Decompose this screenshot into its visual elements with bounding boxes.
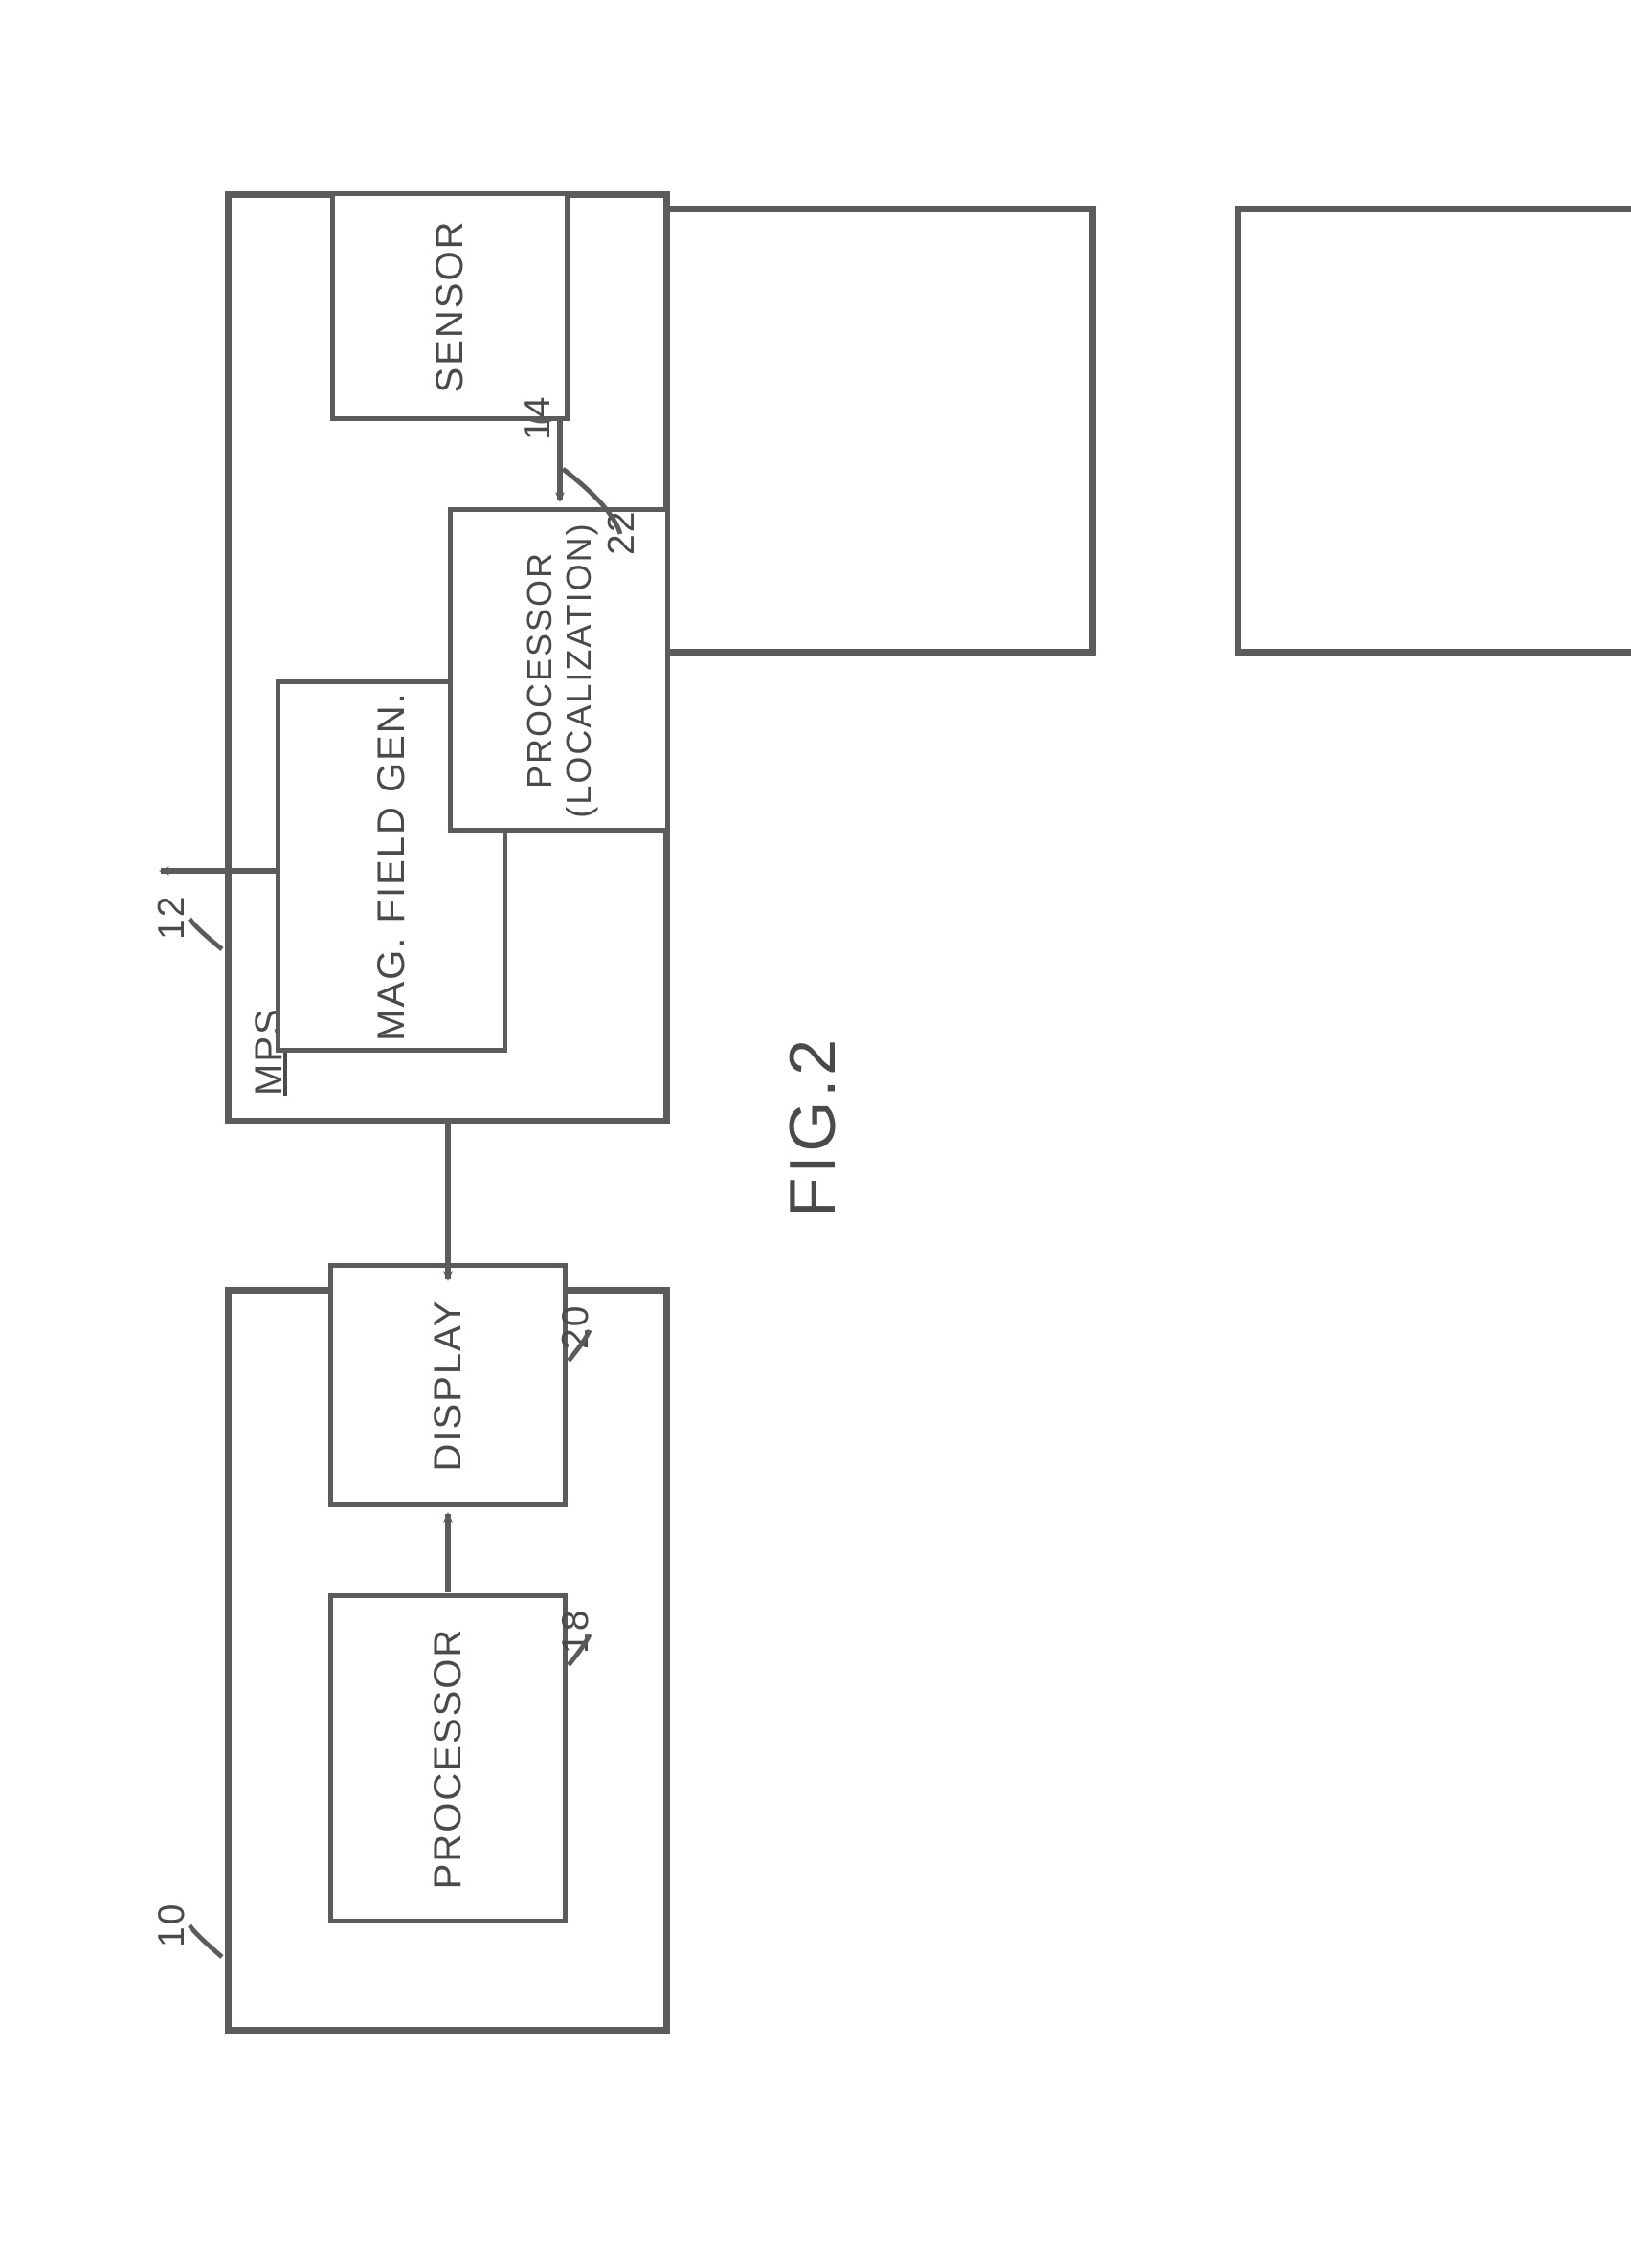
connectors-svg	[0, 0, 1631, 2268]
leader-10	[190, 1925, 222, 1957]
leader-22	[563, 469, 620, 534]
leader-18	[569, 1634, 590, 1665]
leader-14	[531, 419, 550, 421]
leader-12	[190, 919, 222, 949]
rotated-canvas: MPS PROCESSOR DISPLAY MAG. FIELD GEN. PR…	[0, 0, 1631, 2268]
leader-20	[569, 1330, 590, 1361]
